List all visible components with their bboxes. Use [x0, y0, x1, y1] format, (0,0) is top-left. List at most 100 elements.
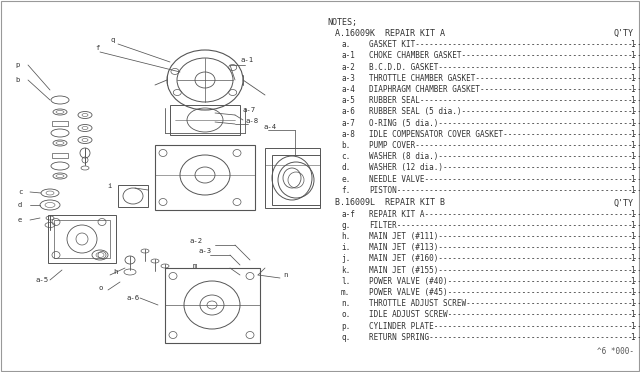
Text: 1: 1 — [630, 108, 635, 116]
Text: a.: a. — [341, 40, 350, 49]
Text: 1: 1 — [630, 141, 635, 150]
Text: m.: m. — [341, 288, 350, 297]
Text: i: i — [108, 183, 112, 189]
Text: a-5: a-5 — [35, 277, 49, 283]
Text: a-2: a-2 — [189, 238, 203, 244]
Text: 1: 1 — [630, 163, 635, 172]
Text: d.: d. — [341, 163, 350, 172]
Text: f: f — [95, 45, 99, 51]
Bar — [52, 121, 68, 125]
Text: ^6 *000-: ^6 *000- — [597, 347, 634, 356]
Text: NOTES;: NOTES; — [327, 18, 357, 27]
Text: GASKET KIT--------------------------------------------------------------------: GASKET KIT------------------------------… — [369, 40, 640, 49]
Text: i.: i. — [341, 243, 350, 252]
Text: Q'TY: Q'TY — [614, 29, 634, 38]
Text: B.C.D.D. GASKET---------------------------------------------------------------: B.C.D.D. GASKET-------------------------… — [369, 62, 640, 71]
Text: IDLE COMPENSATOR COVER GASKET-------------------------------------------------: IDLE COMPENSATOR COVER GASKET-----------… — [369, 130, 640, 139]
Text: a-6: a-6 — [341, 108, 355, 116]
Text: k.: k. — [341, 266, 350, 275]
Text: MAIN JET (#111)---------------------------------------------------------------: MAIN JET (#111)-------------------------… — [369, 232, 640, 241]
Text: THROTTLE CHAMBER GASKET-------------------------------------------------------: THROTTLE CHAMBER GASKET-----------------… — [369, 74, 640, 83]
Text: 1: 1 — [630, 277, 635, 286]
Text: 1: 1 — [630, 232, 635, 241]
Text: n.: n. — [341, 299, 350, 308]
Text: a-7: a-7 — [243, 107, 255, 113]
Text: h.: h. — [341, 232, 350, 241]
Text: 1: 1 — [630, 174, 635, 184]
Text: j.: j. — [341, 254, 350, 263]
Text: PUMP COVER--------------------------------------------------------------------: PUMP COVER------------------------------… — [369, 141, 640, 150]
Text: a-8: a-8 — [245, 118, 259, 124]
Text: 1: 1 — [630, 243, 635, 252]
Text: 1: 1 — [630, 51, 635, 60]
Text: m: m — [193, 263, 197, 269]
Text: p.: p. — [341, 322, 350, 331]
Text: A.16009K  REPAIR KIT A: A.16009K REPAIR KIT A — [335, 29, 445, 38]
Text: o.: o. — [341, 311, 350, 320]
Text: e.: e. — [341, 174, 350, 184]
Text: q: q — [111, 37, 115, 43]
Text: THROTTLE ADJUST SCREW---------------------------------------------------------: THROTTLE ADJUST SCREW-------------------… — [369, 299, 640, 308]
Text: a-2: a-2 — [341, 62, 355, 71]
Text: MAIN JET (#155)---------------------------------------------------------------: MAIN JET (#155)-------------------------… — [369, 266, 640, 275]
Text: 1: 1 — [630, 96, 635, 105]
Bar — [265, 148, 320, 208]
Bar — [52, 153, 68, 157]
Text: POWER VALVE (#40)-------------------------------------------------------------: POWER VALVE (#40)-----------------------… — [369, 277, 640, 286]
Bar — [272, 155, 320, 205]
Text: c.: c. — [341, 152, 350, 161]
Text: a-3: a-3 — [198, 248, 212, 254]
Text: RUBBER SEAL-------------------------------------------------------------------: RUBBER SEAL-----------------------------… — [369, 96, 640, 105]
Text: CYLINDER PLATE----------------------------------------------------------------: CYLINDER PLATE--------------------------… — [369, 322, 640, 331]
Text: d: d — [18, 202, 22, 208]
Text: 1: 1 — [630, 266, 635, 275]
Text: a-4: a-4 — [264, 124, 276, 130]
Text: 1: 1 — [630, 119, 635, 128]
Text: MAIN JET (#160)---------------------------------------------------------------: MAIN JET (#160)-------------------------… — [369, 254, 640, 263]
Text: 1: 1 — [630, 221, 635, 230]
Bar — [48, 215, 116, 263]
Text: RUBBER SEAL (5 dia.)----------------------------------------------------------: RUBBER SEAL (5 dia.)--------------------… — [369, 108, 640, 116]
Text: 1: 1 — [630, 74, 635, 83]
Text: 1: 1 — [630, 152, 635, 161]
Text: a-7: a-7 — [341, 119, 355, 128]
Text: IDLE ADJUST SCREW-------------------------------------------------------------: IDLE ADJUST SCREW-----------------------… — [369, 311, 640, 320]
Text: b: b — [16, 77, 20, 83]
Text: FILTER------------------------------------------------------------------------: FILTER----------------------------------… — [369, 221, 640, 230]
Bar — [54, 220, 110, 258]
Text: 1: 1 — [630, 210, 635, 219]
Text: RETURN SPRING-----------------------------------------------------------------: RETURN SPRING---------------------------… — [369, 333, 640, 342]
Text: WASHER (8 dia.)---------------------------------------------------------------: WASHER (8 dia.)-------------------------… — [369, 152, 640, 161]
Text: WASHER (12 dia.)--------------------------------------------------------------: WASHER (12 dia.)------------------------… — [369, 163, 640, 172]
Bar — [118, 185, 148, 207]
Text: h: h — [113, 269, 117, 275]
Text: DIAPHRAGM CHAMBER GASKET------------------------------------------------------: DIAPHRAGM CHAMBER GASKET----------------… — [369, 85, 640, 94]
Text: a-f: a-f — [341, 210, 355, 219]
Text: a-8: a-8 — [341, 130, 355, 139]
Text: a-1: a-1 — [341, 51, 355, 60]
Text: a-5: a-5 — [341, 96, 355, 105]
Text: 1: 1 — [630, 333, 635, 342]
Text: 1: 1 — [630, 85, 635, 94]
Text: e: e — [18, 217, 22, 223]
Text: p: p — [16, 62, 20, 68]
Text: NEEDLE VALVE------------------------------------------------------------------: NEEDLE VALVE----------------------------… — [369, 174, 640, 184]
Text: g.: g. — [341, 221, 350, 230]
Text: O-RING (5 dia.)---------------------------------------------------------------: O-RING (5 dia.)-------------------------… — [369, 119, 640, 128]
Text: B.16009L  REPAIR KIT B: B.16009L REPAIR KIT B — [335, 199, 445, 208]
Text: a-1: a-1 — [241, 57, 253, 63]
Text: l.: l. — [341, 277, 350, 286]
Text: 1: 1 — [630, 62, 635, 71]
Text: PISTON------------------------------------------------------------------------: PISTON----------------------------------… — [369, 186, 640, 195]
Text: 1: 1 — [630, 299, 635, 308]
Text: b.: b. — [341, 141, 350, 150]
Bar — [170, 105, 240, 135]
Text: a-4: a-4 — [341, 85, 355, 94]
Text: 1: 1 — [630, 40, 635, 49]
Text: f.: f. — [341, 186, 350, 195]
Bar — [165, 268, 260, 343]
Text: c: c — [18, 189, 22, 195]
Text: a-3: a-3 — [341, 74, 355, 83]
Text: MAIN JET (#113)---------------------------------------------------------------: MAIN JET (#113)-------------------------… — [369, 243, 640, 252]
Bar — [155, 145, 255, 210]
